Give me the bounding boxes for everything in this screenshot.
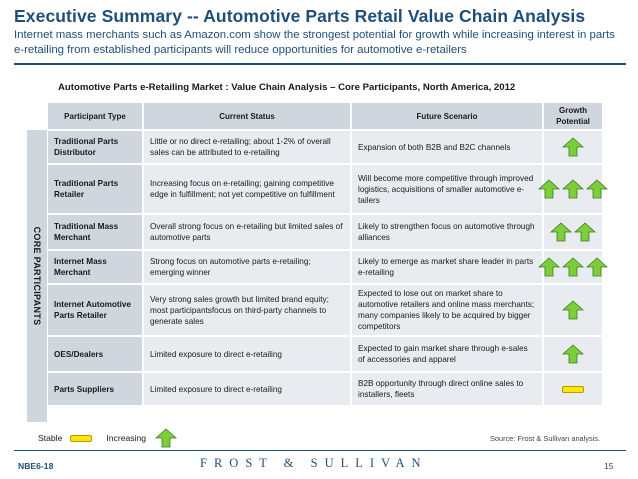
- growth-potential-cell: [544, 215, 602, 249]
- column-header: Growth Potential: [544, 103, 602, 129]
- column-header: Participant Type: [48, 103, 144, 129]
- participant-type-cell: OES/Dealers: [48, 337, 144, 371]
- future-scenario-cell: Likely to strengthen focus on automotive…: [352, 215, 544, 249]
- stable-bar-icon: [562, 385, 584, 393]
- table-row: Traditional Parts Distributor Little or n…: [48, 131, 612, 165]
- current-status-cell: Limited exposure to direct e-retailing: [144, 337, 352, 371]
- current-status-cell: Overall strong focus on e-retailing but …: [144, 215, 352, 249]
- current-status-cell: Very strong sales growth but limited bra…: [144, 285, 352, 335]
- table-row: Parts Suppliers Limited exposure to direc…: [48, 373, 612, 407]
- growth-potential-cell: [537, 165, 609, 213]
- table-row: Traditional Mass Merchant Overall strong …: [48, 215, 612, 251]
- current-status-cell: Little or no direct e-retailing; about 1…: [144, 131, 352, 163]
- growth-potential-cell: [537, 251, 609, 283]
- side-label-text: CORE PARTICIPANTS: [32, 226, 42, 326]
- up-arrow-icon: [573, 222, 597, 242]
- table-body: Traditional Parts Distributor Little or n…: [48, 131, 612, 407]
- up-arrow-icon: [154, 428, 178, 448]
- participant-type-cell: Internet Automotive Parts Retailer: [48, 285, 144, 335]
- table-title: Automotive Parts e-Retailing Market : Va…: [58, 82, 516, 93]
- up-arrow-icon: [585, 257, 609, 277]
- table-row: OES/Dealers Limited exposure to direct e-…: [48, 337, 612, 373]
- column-header: Future Scenario: [352, 103, 544, 129]
- participant-type-cell: Parts Suppliers: [48, 373, 144, 405]
- up-arrow-icon: [561, 179, 585, 199]
- table-row: Traditional Parts Retailer Increasing foc…: [48, 165, 612, 215]
- value-chain-table: Participant Type Current Status Future S…: [48, 103, 612, 407]
- current-status-cell: Increasing focus on e-retailing; gaining…: [144, 165, 352, 213]
- current-status-cell: Strong focus on automotive parts e-retai…: [144, 251, 352, 283]
- future-scenario-cell: Will become more competitive through imp…: [352, 165, 544, 213]
- source-note: Source: Frost & Sullivan analysis.: [490, 434, 601, 443]
- future-scenario-cell: Expansion of both B2B and B2C channels: [352, 131, 544, 163]
- table-row: Internet Mass Merchant Strong focus on au…: [48, 251, 612, 285]
- table-row: Internet Automotive Parts Retailer Very s…: [48, 285, 612, 337]
- future-scenario-cell: Expected to lose out on market share to …: [352, 285, 544, 335]
- footer-code: NBE6-18: [18, 461, 54, 471]
- brand-logo: FROST & SULLIVAN: [200, 456, 428, 470]
- participant-type-cell: Traditional Mass Merchant: [48, 215, 144, 249]
- side-label: CORE PARTICIPANTS: [27, 130, 47, 422]
- future-scenario-cell: Expected to gain market share through e-…: [352, 337, 544, 371]
- legend-increasing-label: Increasing: [106, 433, 147, 443]
- up-arrow-icon: [585, 179, 609, 199]
- current-status-cell: Limited exposure to direct e-retailing: [144, 373, 352, 405]
- growth-potential-cell: [544, 337, 602, 371]
- participant-type-cell: Traditional Parts Retailer: [48, 165, 144, 213]
- up-arrow-icon: [561, 300, 585, 320]
- up-arrow-icon: [561, 137, 585, 157]
- page-subtitle: Internet mass merchants such as Amazon.c…: [14, 29, 615, 56]
- up-arrow-icon: [537, 179, 561, 199]
- participant-type-cell: Traditional Parts Distributor: [48, 131, 144, 163]
- up-arrow-icon: [537, 257, 561, 277]
- up-arrow-icon: [561, 257, 585, 277]
- future-scenario-cell: Likely to emerge as market share leader …: [352, 251, 544, 283]
- legend-stable-label: Stable: [38, 433, 63, 443]
- up-arrow-icon: [549, 222, 573, 242]
- column-header: Current Status: [144, 103, 352, 129]
- growth-potential-cell: [544, 131, 602, 163]
- footer-divider: [14, 450, 626, 451]
- growth-potential-cell: [544, 373, 602, 405]
- page-number: 15: [604, 461, 614, 471]
- growth-potential-cell: [544, 285, 602, 335]
- page-title: Executive Summary -- Automotive Parts Re…: [14, 6, 586, 26]
- table-header-row: Participant Type Current Status Future S…: [48, 103, 612, 131]
- title-divider: [14, 63, 626, 65]
- stable-bar-icon: [70, 434, 93, 442]
- participant-type-cell: Internet Mass Merchant: [48, 251, 144, 283]
- up-arrow-icon: [561, 344, 585, 364]
- future-scenario-cell: B2B opportunity through direct online sa…: [352, 373, 544, 405]
- legend: Stable Increasing: [38, 428, 178, 448]
